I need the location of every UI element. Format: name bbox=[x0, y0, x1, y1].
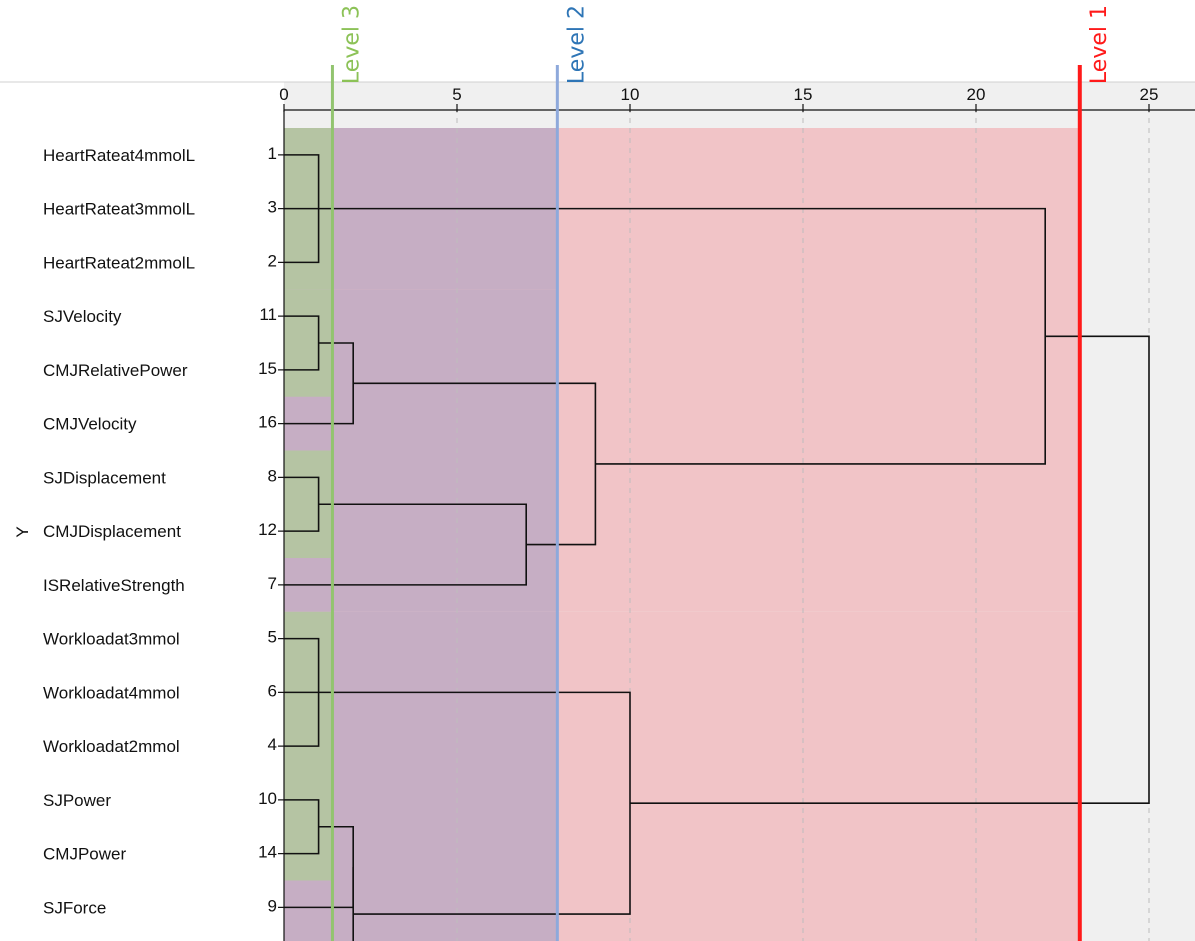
leaf-label: SJDisplacement bbox=[43, 468, 166, 487]
level-layer: Level 1 Level 2 Level 3 bbox=[330, 5, 1112, 941]
leaf-label: CMJPower bbox=[43, 845, 126, 864]
leaf-label: HeartRateat2mmolL bbox=[43, 253, 195, 272]
band-layer bbox=[284, 128, 1080, 941]
dendrogram-link bbox=[352, 867, 355, 941]
leaf-id: 3 bbox=[268, 198, 277, 217]
leaf-id: 2 bbox=[268, 251, 277, 270]
leaf-id: 15 bbox=[258, 359, 277, 378]
leaf-id: 12 bbox=[258, 520, 277, 539]
leaf-label: Workloadat3mmol bbox=[43, 630, 180, 649]
leaf-label: CMJDisplacement bbox=[43, 522, 181, 541]
level-label: Level 1 bbox=[1087, 5, 1112, 84]
level-label: Level 3 bbox=[339, 5, 364, 84]
leaf-label: HeartRateat4mmolL bbox=[43, 146, 195, 165]
x-tick-label: 5 bbox=[452, 85, 461, 104]
x-tick-label: 10 bbox=[621, 85, 640, 104]
leaf-label: SJPower bbox=[43, 791, 111, 810]
leaf-label: HeartRateat3mmolL bbox=[43, 200, 195, 219]
tree-layer bbox=[278, 154, 1150, 941]
x-tick-label: 15 bbox=[794, 85, 813, 104]
leaf-id: 9 bbox=[268, 896, 277, 915]
x-tick-label: 0 bbox=[279, 85, 288, 104]
leaf-id: 10 bbox=[258, 789, 277, 808]
level-label: Level 2 bbox=[564, 5, 589, 84]
leaf-label: CMJRelativePower bbox=[43, 361, 188, 380]
leaf-id: 8 bbox=[268, 466, 277, 485]
x-tick-label: 20 bbox=[967, 85, 986, 104]
leaf-id: 1 bbox=[268, 144, 277, 163]
leaf-id: 16 bbox=[258, 413, 277, 432]
leaf-id: 11 bbox=[259, 305, 277, 324]
leaf-label: CMJVelocity bbox=[43, 415, 137, 434]
leaf-id: 5 bbox=[268, 628, 277, 647]
x-tick-label: 25 bbox=[1140, 85, 1159, 104]
y-axis-label: Y bbox=[13, 526, 32, 537]
leaf-label: Workloadat2mmol bbox=[43, 737, 180, 756]
leaf-label: ISRelativeStrength bbox=[43, 576, 185, 595]
dendrogram-link bbox=[630, 335, 1150, 805]
leaf-id: 4 bbox=[268, 735, 277, 754]
leaf-id: 14 bbox=[258, 843, 277, 862]
leaf-label: SJVelocity bbox=[43, 307, 122, 326]
leaf-label: SJForce bbox=[43, 898, 106, 917]
leaf-label: Workloadat4mmol bbox=[43, 683, 180, 702]
leaf-id: 7 bbox=[268, 574, 277, 593]
leaf-id: 6 bbox=[268, 681, 277, 700]
